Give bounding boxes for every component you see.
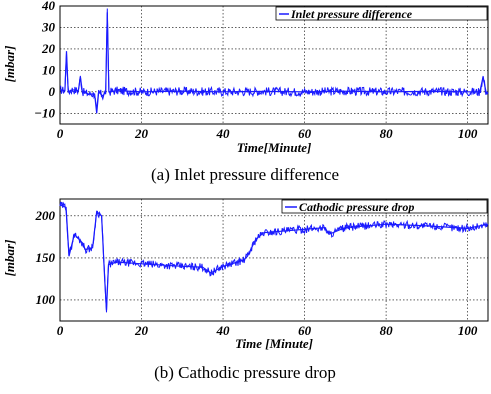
ticks-b: 0 20 40 60 80 100 100 150 200 — [35, 208, 478, 338]
x-tick-label-b: 100 — [458, 323, 478, 338]
series-a — [59, 8, 489, 114]
y-tick-label-a: −10 — [34, 105, 55, 120]
x-tick-label-b: 40 — [216, 323, 231, 338]
x-tick-label-b: 20 — [134, 323, 149, 338]
y-tick-label-b: 100 — [36, 292, 56, 307]
x-axis-label-a: Time[Minute] — [237, 140, 312, 155]
x-tick-label-a: 20 — [134, 126, 149, 141]
x-tick-label-a: 100 — [458, 126, 478, 141]
x-tick-label-b: 60 — [298, 323, 312, 338]
x-tick-label-a: 60 — [298, 126, 312, 141]
legend-box-a — [275, 6, 488, 21]
series-line-a — [59, 12, 489, 114]
chart-cathodic-pressure-drop: 0 20 40 60 80 100 100 150 200 Cathodic pressure … — [2, 198, 489, 382]
y-tick-label-a: 10 — [42, 62, 56, 77]
caption-a: (a) Inlet pressure difference — [151, 165, 339, 184]
series-noise-a — [59, 8, 489, 110]
y-axis-label-b: [mbar] — [2, 240, 17, 277]
legend-a: Inlet pressure difference — [275, 6, 488, 21]
y-axis-label-a: [mbar] — [2, 46, 17, 83]
caption-b: (b) Cathodic pressure drop — [154, 363, 336, 382]
y-tick-label-a: 0 — [49, 84, 56, 99]
series-line-b — [59, 204, 489, 311]
x-tick-label-a: 0 — [57, 126, 64, 141]
legend-box-b — [281, 199, 488, 214]
x-tick-label-b: 80 — [380, 323, 394, 338]
y-tick-label-b: 150 — [36, 250, 56, 265]
series-noise-b — [59, 201, 489, 313]
legend-label-b: Cathodic pressure drop — [299, 200, 414, 214]
y-tick-label-a: 40 — [41, 0, 56, 13]
legend-label-a: Inlet pressure difference — [290, 7, 413, 21]
y-tick-label-a: 20 — [41, 41, 56, 56]
x-tick-label-a: 80 — [380, 126, 394, 141]
x-tick-label-b: 0 — [57, 323, 64, 338]
x-tick-label-a: 40 — [216, 126, 231, 141]
x-axis-label-b: Time [Minute] — [235, 336, 313, 351]
plot-area-a — [59, 5, 489, 125]
legend-b: Cathodic pressure drop — [281, 199, 488, 214]
y-tick-label-b: 200 — [35, 208, 56, 223]
series-b — [59, 201, 489, 313]
y-tick-label-a: 30 — [41, 19, 56, 34]
grid-b — [60, 199, 488, 321]
